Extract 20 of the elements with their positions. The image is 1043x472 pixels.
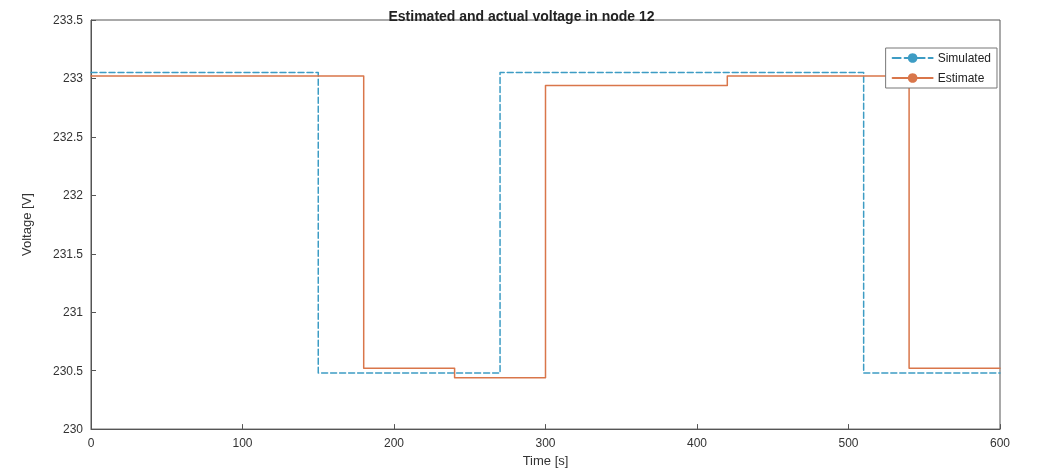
x-tick-label: 100 [232, 436, 253, 451]
x-tick-label: 0 [87, 436, 95, 451]
legend-label: Simulated [937, 51, 992, 65]
y-tick-label: 231.5 [52, 246, 84, 261]
y-tick-label: 233 [62, 71, 84, 86]
y-tick-label: 232 [62, 188, 84, 203]
legend-label: Estimate [937, 71, 985, 85]
y-tick-label: 232.5 [52, 129, 84, 144]
x-tick-label: 400 [686, 436, 708, 451]
y-tick-label: 233.5 [52, 13, 84, 27]
y-tick-label: 231 [62, 305, 84, 320]
y-tick-label: 230.5 [52, 363, 84, 378]
x-axis-title: Time [s] [522, 453, 569, 468]
chart-title: Estimated and actual voltage in node 12 [388, 8, 655, 24]
y-tick-label: 230 [62, 422, 84, 437]
x-tick-label: 600 [989, 436, 1011, 451]
x-tick-label: 500 [838, 436, 859, 451]
y-axis-title: Voltage [V] [19, 193, 34, 256]
x-tick-label: 200 [383, 436, 405, 451]
x-tick-label: 300 [535, 436, 556, 451]
